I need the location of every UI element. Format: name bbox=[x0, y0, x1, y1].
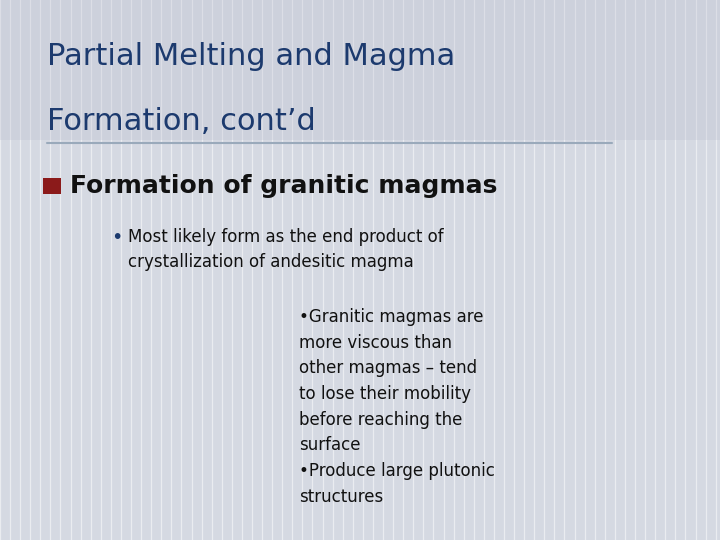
Text: Formation of granitic magmas: Formation of granitic magmas bbox=[70, 174, 498, 198]
Text: Most likely form as the end product of
crystallization of andesitic magma: Most likely form as the end product of c… bbox=[128, 228, 444, 271]
Text: •Granitic magmas are
more viscous than
other magmas – tend
to lose their mobilit: •Granitic magmas are more viscous than o… bbox=[299, 308, 495, 505]
FancyBboxPatch shape bbox=[0, 0, 720, 140]
Text: Partial Melting and Magma: Partial Melting and Magma bbox=[47, 42, 455, 71]
FancyBboxPatch shape bbox=[43, 178, 61, 194]
Text: •: • bbox=[112, 228, 123, 247]
Text: Formation, cont’d: Formation, cont’d bbox=[47, 107, 315, 136]
